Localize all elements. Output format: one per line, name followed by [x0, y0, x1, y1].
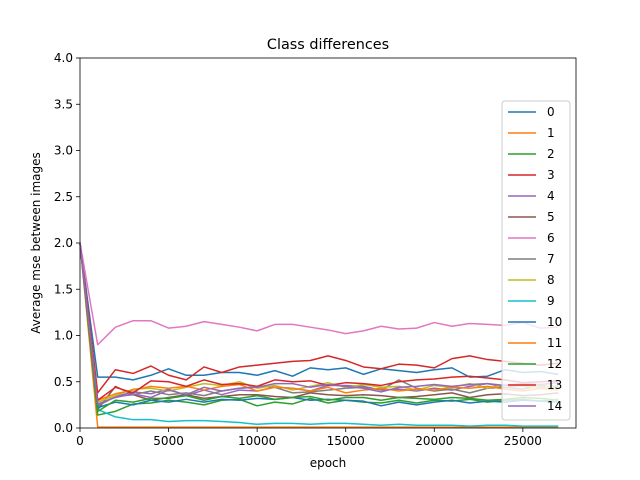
plot-frame — [79, 57, 577, 429]
legend-label-3: 3 — [547, 168, 555, 182]
y-axis-label: Average mse between images — [29, 152, 43, 334]
series-line-12 — [79, 242, 559, 413]
legend-label-10: 10 — [547, 315, 562, 329]
legend-label-11: 11 — [547, 336, 562, 350]
y-tick-label: 0.0 — [54, 421, 73, 435]
legend-label-14: 14 — [547, 399, 562, 413]
legend-label-5: 5 — [547, 210, 555, 224]
legend-label-2: 2 — [547, 147, 555, 161]
chart-title: Class differences — [267, 37, 389, 53]
axis-ticks: 0 5000 10000 15000 20000 25000 0.0 0.5 1.0 1.5 2.0… — [54, 51, 542, 448]
x-tick-label: 15000 — [327, 434, 365, 448]
legend-label-6: 6 — [547, 231, 555, 245]
y-tick-label: 3.0 — [54, 144, 73, 158]
y-tick-label: 2.5 — [54, 190, 73, 204]
series-line-4 — [79, 242, 559, 407]
series-line-11 — [79, 242, 559, 401]
x-tick-label: 5000 — [153, 434, 184, 448]
x-tick-label: 20000 — [415, 434, 453, 448]
legend-label-9: 9 — [547, 294, 555, 308]
legend-label-4: 4 — [547, 189, 555, 203]
legend-frame — [501, 100, 571, 421]
x-tick-label: 10000 — [238, 434, 276, 448]
series-line-10 — [79, 242, 559, 409]
legend-label-7: 7 — [547, 252, 555, 266]
x-tick-label: 0 — [76, 434, 84, 448]
legend-label-13: 13 — [547, 378, 562, 392]
legend-label-0: 0 — [547, 105, 555, 119]
y-tick-label: 4.0 — [54, 51, 73, 65]
y-tick-label: 2.0 — [54, 236, 73, 250]
series-line-13 — [79, 242, 559, 401]
y-tick-label: 1.5 — [54, 282, 73, 296]
series-lines — [79, 242, 559, 428]
series-line-7 — [79, 242, 559, 407]
series-line-14 — [79, 242, 559, 405]
y-tick-label: 1.0 — [54, 329, 73, 343]
series-line-9 — [79, 242, 559, 427]
series-line-8 — [79, 242, 559, 403]
series-line-3 — [79, 242, 559, 394]
plot-area — [80, 58, 576, 428]
legend-label-8: 8 — [547, 273, 555, 287]
y-tick-label: 3.5 — [54, 97, 73, 111]
x-tick-label: 25000 — [504, 434, 542, 448]
series-line-1 — [79, 242, 559, 428]
x-axis-label: epoch — [310, 456, 347, 470]
y-tick-label: 0.5 — [54, 375, 73, 389]
legend-label-1: 1 — [547, 126, 555, 140]
legend-label-12: 12 — [547, 357, 562, 371]
series-line-6 — [79, 242, 559, 346]
